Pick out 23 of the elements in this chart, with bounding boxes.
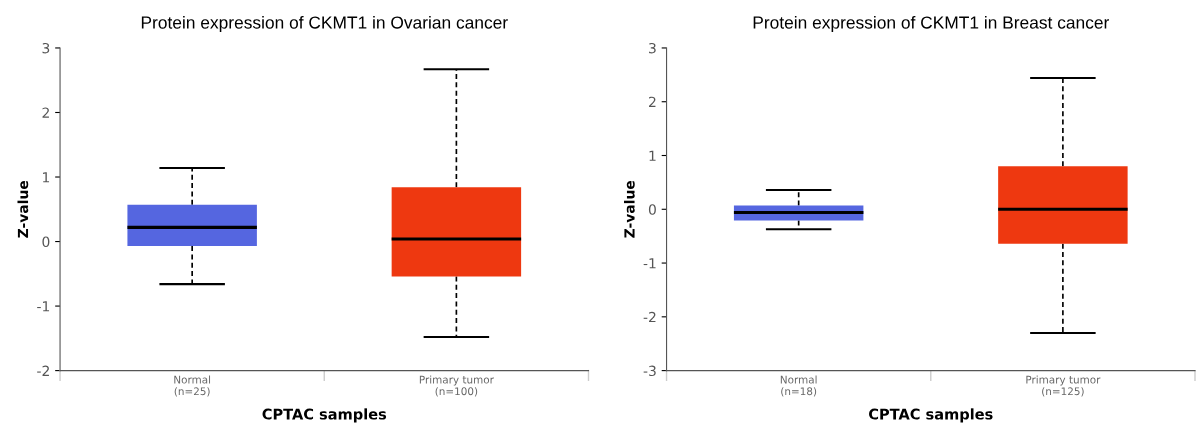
chart-title: Protein expression of CKMT1 in Breast cancer [753, 15, 1110, 33]
y-tick-label: 3 [42, 42, 50, 54]
y-tick-label: -2 [37, 365, 49, 376]
y-tick-label: 1 [43, 172, 50, 183]
x-axis-title: CPTAC samples [262, 408, 387, 423]
y-tick-label: -3 [643, 365, 656, 377]
x-tick-label: Normal (n=25) [174, 375, 211, 397]
y-tick-label: 0 [648, 204, 656, 215]
y-axis-title: Z-value [17, 180, 29, 238]
y-tick-label: 2 [42, 107, 49, 118]
y-axis-title: Z-value [623, 180, 635, 238]
y-tick-label: -1 [643, 258, 656, 269]
y-tick-label: 1 [649, 150, 656, 161]
x-tick-label: Normal (n=18) [780, 375, 817, 397]
y-tick-label: 0 [42, 236, 50, 248]
y-tick-label: 2 [649, 96, 656, 108]
chart-title: Protein expression of CKMT1 in Ovarian cancer [141, 15, 508, 33]
y-tick-label: -2 [643, 311, 656, 323]
y-tick-label: -1 [37, 301, 50, 312]
y-tick-label: 3 [649, 42, 656, 54]
x-tick-label: Primary tumor (n=125) [1026, 375, 1101, 397]
x-axis-title: CPTAC samples [869, 408, 993, 423]
x-tick-label: Primary tumor (n=100) [419, 375, 494, 397]
